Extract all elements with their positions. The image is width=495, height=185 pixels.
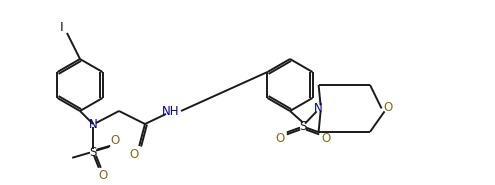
Text: S: S xyxy=(89,146,97,159)
Text: O: O xyxy=(130,147,139,161)
Text: O: O xyxy=(275,132,285,145)
Text: O: O xyxy=(322,132,331,145)
Text: S: S xyxy=(299,120,307,133)
Text: O: O xyxy=(98,169,107,182)
Text: N: N xyxy=(89,117,98,130)
Text: NH: NH xyxy=(162,105,180,117)
Text: N: N xyxy=(314,102,323,115)
Text: I: I xyxy=(60,21,64,33)
Text: O: O xyxy=(383,101,392,114)
Text: O: O xyxy=(110,134,120,147)
